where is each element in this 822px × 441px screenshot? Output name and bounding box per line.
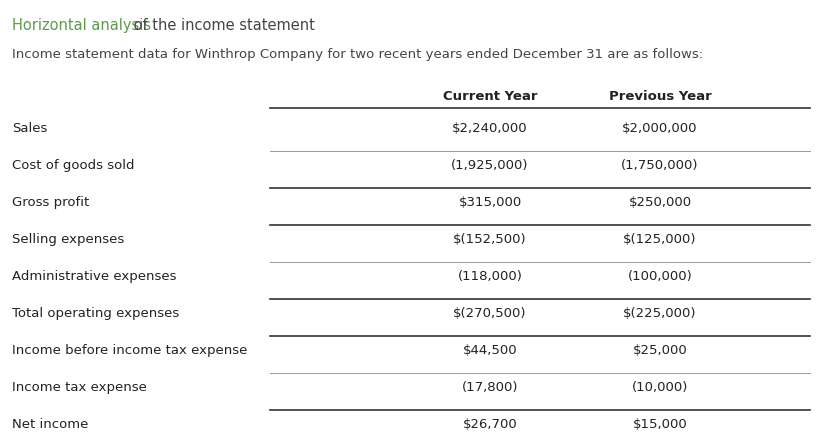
Text: (118,000): (118,000) — [458, 270, 523, 283]
Text: Horizontal analysis: Horizontal analysis — [12, 18, 151, 33]
Text: Sales: Sales — [12, 122, 48, 135]
Text: $250,000: $250,000 — [629, 196, 691, 209]
Text: Current Year: Current Year — [443, 90, 538, 103]
Text: of the income statement: of the income statement — [129, 18, 315, 33]
Text: Administrative expenses: Administrative expenses — [12, 270, 177, 283]
Text: $2,240,000: $2,240,000 — [452, 122, 528, 135]
Text: Cost of goods sold: Cost of goods sold — [12, 159, 135, 172]
Text: Gross profit: Gross profit — [12, 196, 90, 209]
Text: Previous Year: Previous Year — [608, 90, 711, 103]
Text: Net income: Net income — [12, 418, 89, 431]
Text: (17,800): (17,800) — [462, 381, 518, 394]
Text: $44,500: $44,500 — [463, 344, 517, 357]
Text: $(225,000): $(225,000) — [623, 307, 697, 320]
Text: Income tax expense: Income tax expense — [12, 381, 147, 394]
Text: $(125,000): $(125,000) — [623, 233, 697, 246]
Text: (10,000): (10,000) — [632, 381, 688, 394]
Text: $(270,500): $(270,500) — [453, 307, 527, 320]
Text: Selling expenses: Selling expenses — [12, 233, 124, 246]
Text: (1,750,000): (1,750,000) — [621, 159, 699, 172]
Text: Income statement data for Winthrop Company for two recent years ended December 3: Income statement data for Winthrop Compa… — [12, 48, 703, 61]
Text: $2,000,000: $2,000,000 — [622, 122, 698, 135]
Text: $315,000: $315,000 — [459, 196, 522, 209]
Text: $26,700: $26,700 — [463, 418, 517, 431]
Text: (100,000): (100,000) — [628, 270, 692, 283]
Text: $25,000: $25,000 — [633, 344, 687, 357]
Text: Total operating expenses: Total operating expenses — [12, 307, 179, 320]
Text: Income before income tax expense: Income before income tax expense — [12, 344, 247, 357]
Text: $15,000: $15,000 — [633, 418, 687, 431]
Text: (1,925,000): (1,925,000) — [451, 159, 529, 172]
Text: $(152,500): $(152,500) — [453, 233, 527, 246]
